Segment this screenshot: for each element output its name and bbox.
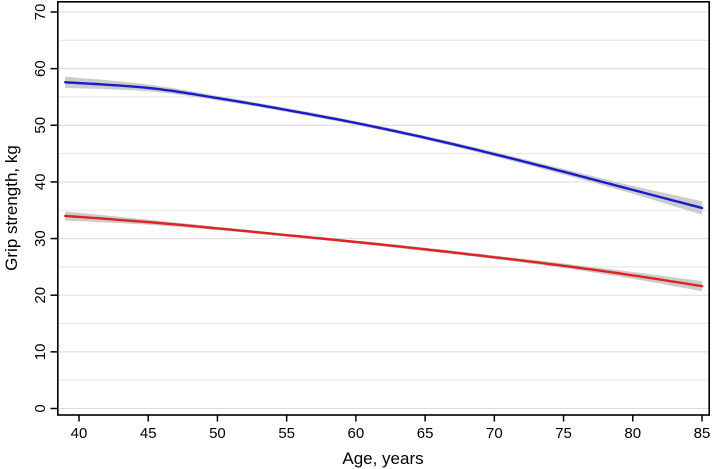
x-tick-label: 70 xyxy=(486,425,503,442)
y-tick-label: 60 xyxy=(32,60,49,77)
x-tick-label: 65 xyxy=(417,425,434,442)
x-tick-label: 80 xyxy=(624,425,641,442)
y-tick-label: 30 xyxy=(32,230,49,247)
confidence-bands xyxy=(65,76,702,292)
trend-lines xyxy=(64,81,704,288)
y-tick-label: 20 xyxy=(32,287,49,304)
tick-labels: 0 10 20 30 40 50 60 70 40 45 50 55 60 65 70 75 80 85 xyxy=(32,4,710,442)
y-tick-label: 70 xyxy=(32,4,49,21)
gridlines xyxy=(58,11,710,410)
x-axis-label: Age, years xyxy=(342,449,423,468)
axis-ticks xyxy=(50,11,703,422)
x-tick-label: 40 xyxy=(71,425,88,442)
x-tick-label: 60 xyxy=(348,425,365,442)
y-tick-label: 50 xyxy=(32,117,49,134)
red-curve-line xyxy=(64,214,704,288)
blue-curve-line xyxy=(64,81,704,210)
plot-border xyxy=(56,0,711,416)
x-tick-label: 85 xyxy=(694,425,711,442)
x-tick-label: 75 xyxy=(555,425,572,442)
x-tick-label: 55 xyxy=(278,425,295,442)
x-tick-label: 50 xyxy=(209,425,226,442)
y-tick-label: 10 xyxy=(32,344,49,361)
y-tick-label: 0 xyxy=(32,404,49,412)
y-tick-label: 40 xyxy=(32,174,49,191)
red-curve-ci-band xyxy=(65,211,702,292)
x-tick-label: 45 xyxy=(140,425,157,442)
y-axis-label: Grip strength, kg xyxy=(2,145,21,271)
